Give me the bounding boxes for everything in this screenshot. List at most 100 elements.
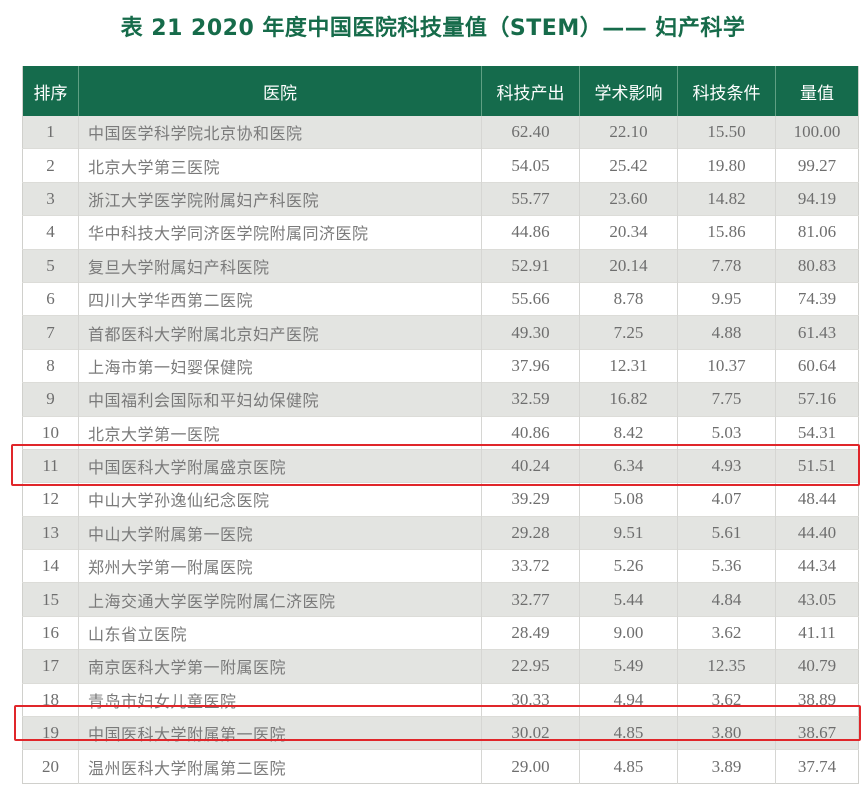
hospital-cell: 上海交通大学医学院附属仁济医院 bbox=[78, 582, 482, 617]
table-row: 1 中国医学科学院北京协和医院 62.40 22.10 15.50 100.00 bbox=[22, 116, 859, 149]
impact-cell: 23.60 bbox=[579, 182, 678, 216]
impact-cell: 8.78 bbox=[579, 282, 678, 316]
impact-cell: 12.31 bbox=[579, 349, 678, 383]
value-cell: 37.74 bbox=[775, 749, 859, 784]
impact-cell: 9.51 bbox=[579, 516, 678, 550]
impact-cell: 22.10 bbox=[579, 116, 678, 149]
table-row: 14 郑州大学第一附属医院 33.72 5.26 5.36 44.34 bbox=[22, 549, 859, 583]
hospital-cell: 中国医科大学附属盛京医院 bbox=[78, 449, 482, 483]
value-cell: 81.06 bbox=[775, 215, 859, 250]
value-cell: 80.83 bbox=[775, 249, 859, 283]
hospital-cell: 首都医科大学附属北京妇产医院 bbox=[78, 315, 482, 350]
condition-cell: 4.88 bbox=[677, 315, 776, 350]
condition-cell: 3.80 bbox=[677, 716, 776, 750]
hospital-cell: 山东省立医院 bbox=[78, 616, 482, 650]
header-impact: 学术影响 bbox=[579, 66, 678, 116]
condition-cell: 5.61 bbox=[677, 516, 776, 550]
impact-cell: 5.44 bbox=[579, 582, 678, 617]
value-cell: 43.05 bbox=[775, 582, 859, 617]
output-cell: 30.02 bbox=[481, 716, 580, 750]
header-output: 科技产出 bbox=[481, 66, 580, 116]
hospital-cell: 中国福利会国际和平妇幼保健院 bbox=[78, 382, 482, 417]
rank-cell: 6 bbox=[22, 282, 79, 316]
output-cell: 32.59 bbox=[481, 382, 580, 417]
value-cell: 57.16 bbox=[775, 382, 859, 417]
table-row: 19 中国医科大学附属第一医院 30.02 4.85 3.80 38.67 bbox=[22, 716, 859, 750]
hospital-cell: 南京医科大学第一附属医院 bbox=[78, 649, 482, 684]
table-row: 6 四川大学华西第二医院 55.66 8.78 9.95 74.39 bbox=[22, 282, 859, 316]
table-row: 11 中国医科大学附属盛京医院 40.24 6.34 4.93 51.51 bbox=[22, 449, 859, 483]
condition-cell: 7.75 bbox=[677, 382, 776, 417]
table-row: 8 上海市第一妇婴保健院 37.96 12.31 10.37 60.64 bbox=[22, 349, 859, 383]
impact-cell: 4.85 bbox=[579, 749, 678, 784]
impact-cell: 16.82 bbox=[579, 382, 678, 417]
header-value: 量值 bbox=[775, 66, 859, 116]
rank-cell: 11 bbox=[22, 449, 79, 483]
hospital-cell: 中山大学孙逸仙纪念医院 bbox=[78, 482, 482, 517]
output-cell: 28.49 bbox=[481, 616, 580, 650]
rank-cell: 5 bbox=[22, 249, 79, 283]
rank-cell: 19 bbox=[22, 716, 79, 750]
output-cell: 40.24 bbox=[481, 449, 580, 483]
value-cell: 44.40 bbox=[775, 516, 859, 550]
rank-cell: 13 bbox=[22, 516, 79, 550]
value-cell: 41.11 bbox=[775, 616, 859, 650]
rank-cell: 4 bbox=[22, 215, 79, 250]
rank-cell: 17 bbox=[22, 649, 79, 684]
impact-cell: 4.94 bbox=[579, 683, 678, 717]
table-row: 2 北京大学第三医院 54.05 25.42 19.80 99.27 bbox=[22, 148, 859, 183]
output-cell: 54.05 bbox=[481, 148, 580, 183]
rank-cell: 12 bbox=[22, 482, 79, 517]
rank-cell: 1 bbox=[22, 116, 79, 149]
output-cell: 39.29 bbox=[481, 482, 580, 517]
value-cell: 40.79 bbox=[775, 649, 859, 684]
output-cell: 52.91 bbox=[481, 249, 580, 283]
table-row: 3 浙江大学医学院附属妇产科医院 55.77 23.60 14.82 94.19 bbox=[22, 182, 859, 216]
value-cell: 48.44 bbox=[775, 482, 859, 517]
impact-cell: 20.14 bbox=[579, 249, 678, 283]
table-row: 4 华中科技大学同济医学院附属同济医院 44.86 20.34 15.86 81.06 bbox=[22, 215, 859, 250]
table-row: 15 上海交通大学医学院附属仁济医院 32.77 5.44 4.84 43.05 bbox=[22, 582, 859, 617]
rank-cell: 9 bbox=[22, 382, 79, 417]
rank-cell: 18 bbox=[22, 683, 79, 717]
value-cell: 99.27 bbox=[775, 148, 859, 183]
table-row: 12 中山大学孙逸仙纪念医院 39.29 5.08 4.07 48.44 bbox=[22, 482, 859, 517]
hospital-cell: 温州医科大学附属第二医院 bbox=[78, 749, 482, 784]
hospital-cell: 郑州大学第一附属医院 bbox=[78, 549, 482, 583]
condition-cell: 14.82 bbox=[677, 182, 776, 216]
output-cell: 33.72 bbox=[481, 549, 580, 583]
impact-cell: 5.26 bbox=[579, 549, 678, 583]
output-cell: 37.96 bbox=[481, 349, 580, 383]
hospital-cell: 青岛市妇女儿童医院 bbox=[78, 683, 482, 717]
rank-cell: 15 bbox=[22, 582, 79, 617]
output-cell: 55.77 bbox=[481, 182, 580, 216]
impact-cell: 5.08 bbox=[579, 482, 678, 517]
output-cell: 49.30 bbox=[481, 315, 580, 350]
table-header-row: 排序 医院 科技产出 学术影响 科技条件 量值 bbox=[22, 66, 859, 116]
value-cell: 44.34 bbox=[775, 549, 859, 583]
impact-cell: 4.85 bbox=[579, 716, 678, 750]
value-cell: 51.51 bbox=[775, 449, 859, 483]
impact-cell: 8.42 bbox=[579, 416, 678, 450]
condition-cell: 12.35 bbox=[677, 649, 776, 684]
condition-cell: 3.62 bbox=[677, 683, 776, 717]
table-row: 13 中山大学附属第一医院 29.28 9.51 5.61 44.40 bbox=[22, 516, 859, 550]
impact-cell: 9.00 bbox=[579, 616, 678, 650]
hospital-cell: 中国医学科学院北京协和医院 bbox=[78, 116, 482, 149]
condition-cell: 15.86 bbox=[677, 215, 776, 250]
output-cell: 30.33 bbox=[481, 683, 580, 717]
table-row: 18 青岛市妇女儿童医院 30.33 4.94 3.62 38.89 bbox=[22, 683, 859, 717]
value-cell: 74.39 bbox=[775, 282, 859, 316]
table-row: 7 首都医科大学附属北京妇产医院 49.30 7.25 4.88 61.43 bbox=[22, 315, 859, 350]
impact-cell: 5.49 bbox=[579, 649, 678, 684]
hospital-cell: 复旦大学附属妇产科医院 bbox=[78, 249, 482, 283]
table-title: 表 21 2020 年度中国医院科技量值（STEM）—— 妇产科学 bbox=[120, 16, 746, 41]
hospital-cell: 华中科技大学同济医学院附属同济医院 bbox=[78, 215, 482, 250]
rank-cell: 2 bbox=[22, 148, 79, 183]
condition-cell: 19.80 bbox=[677, 148, 776, 183]
condition-cell: 5.36 bbox=[677, 549, 776, 583]
header-condition: 科技条件 bbox=[677, 66, 776, 116]
output-cell: 62.40 bbox=[481, 116, 580, 149]
hospital-cell: 北京大学第三医院 bbox=[78, 148, 482, 183]
impact-cell: 20.34 bbox=[579, 215, 678, 250]
